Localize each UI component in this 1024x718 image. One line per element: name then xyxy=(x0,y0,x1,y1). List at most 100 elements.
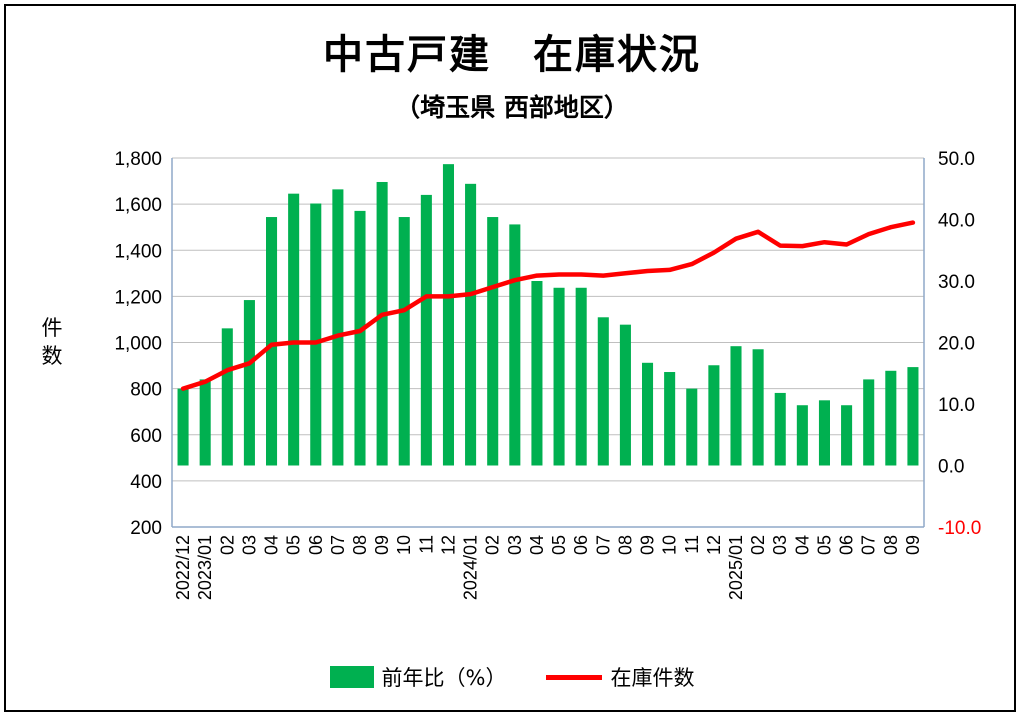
x-tick-label: 08 xyxy=(350,535,370,555)
x-tick-label: 08 xyxy=(881,535,901,555)
x-tick-label: 04 xyxy=(792,535,812,555)
left-tick-label: 1,200 xyxy=(114,287,162,308)
bar xyxy=(752,349,764,466)
bar xyxy=(310,203,322,466)
x-tick-label: 07 xyxy=(328,535,348,555)
stock-line xyxy=(180,220,916,391)
left-tick-label: 800 xyxy=(130,380,162,401)
bar xyxy=(221,328,233,466)
bar xyxy=(531,281,543,466)
bar xyxy=(708,365,720,466)
left-tick-label: 400 xyxy=(130,472,162,493)
bar xyxy=(398,217,410,466)
y-label-char: 件 xyxy=(42,316,63,340)
x-tick-label: 09 xyxy=(372,535,392,555)
bar xyxy=(465,183,477,466)
bar xyxy=(199,379,211,466)
bar xyxy=(442,164,454,466)
legend-label-stock: 在庫件数 xyxy=(610,666,695,690)
x-tick-label: 06 xyxy=(571,535,591,555)
bar xyxy=(420,194,432,466)
legend: 前年比（%） 在庫件数 xyxy=(0,660,1024,694)
x-tick-label: 11 xyxy=(416,535,436,554)
x-tick-label: 06 xyxy=(306,535,326,555)
bar xyxy=(796,405,808,466)
right-tick-label: 50.0 xyxy=(938,149,975,170)
x-tick-label: 2022/12 xyxy=(173,535,193,600)
legend-item-stock: 在庫件数 xyxy=(546,662,694,692)
x-tick-label: 2023/01 xyxy=(195,535,215,600)
x-tick-label: 04 xyxy=(262,535,282,555)
bar xyxy=(686,388,698,466)
right-axis-ticks: -10.0 0.0 10.0 20.0 30.0 40.0 50.0 xyxy=(938,149,981,539)
x-tick-label: 03 xyxy=(239,535,259,555)
left-axis-ticks: 200 400 600 800 1,000 1,200 1,400 1,600 1,800 xyxy=(114,149,162,539)
left-tick-label: 1,000 xyxy=(114,334,162,355)
x-tick-label: 09 xyxy=(638,535,658,555)
bar xyxy=(907,367,919,466)
x-tick-label: 07 xyxy=(593,535,613,555)
left-tick-label: 1,400 xyxy=(114,241,162,262)
bar xyxy=(619,324,631,466)
x-tick-label: 08 xyxy=(615,535,635,555)
y-label-char: 数 xyxy=(42,344,63,368)
x-tick-label: 2025/01 xyxy=(726,535,746,600)
bar xyxy=(730,346,742,466)
y-axis-label: 件数 xyxy=(42,316,63,368)
x-tick-label: 12 xyxy=(438,535,458,555)
bar-series xyxy=(177,164,919,466)
bar xyxy=(509,224,521,466)
left-tick-label: 1,800 xyxy=(114,149,162,170)
x-tick-label: 05 xyxy=(814,535,834,555)
bar xyxy=(376,181,388,466)
x-tick-label: 05 xyxy=(284,535,304,555)
left-tick-label: 600 xyxy=(130,426,162,447)
bar xyxy=(597,317,609,466)
left-tick-label: 200 xyxy=(130,518,162,539)
x-tick-label: 10 xyxy=(660,535,680,555)
legend-bar-swatch xyxy=(329,666,374,688)
bar xyxy=(818,400,830,466)
bar xyxy=(177,388,189,466)
x-tick-label: 03 xyxy=(770,535,790,555)
bar xyxy=(354,210,366,466)
x-tick-label: 02 xyxy=(483,535,503,555)
x-tick-label: 07 xyxy=(859,535,879,555)
chart-title: 中古戸建 在庫状況 xyxy=(323,32,701,78)
right-tick-label: 0.0 xyxy=(938,457,964,478)
x-tick-label: 09 xyxy=(903,535,923,555)
x-tick-label: 02 xyxy=(217,535,237,555)
bar xyxy=(863,379,875,466)
x-tick-label: 03 xyxy=(505,535,525,555)
x-tick-label: 12 xyxy=(704,535,724,555)
right-tick-label: 20.0 xyxy=(938,334,975,355)
bar xyxy=(774,392,786,466)
bar xyxy=(243,300,255,466)
left-tick-label: 1,600 xyxy=(114,195,162,216)
bar xyxy=(664,372,676,466)
legend-label-yoy: 前年比（%） xyxy=(381,666,507,690)
bar xyxy=(642,362,654,466)
x-tick-label: 10 xyxy=(394,535,414,555)
x-tick-label: 05 xyxy=(549,535,569,555)
bar xyxy=(332,189,344,466)
x-tick-label: 02 xyxy=(748,535,768,555)
right-tick-label: 40.0 xyxy=(938,211,975,232)
bar xyxy=(841,405,853,466)
legend-line-swatch xyxy=(546,674,603,680)
right-tick-label: -10.0 xyxy=(938,518,981,539)
chart-subtitle: （埼玉県 西部地区） xyxy=(395,93,629,122)
bar xyxy=(288,193,300,466)
right-tick-label: 30.0 xyxy=(938,272,975,293)
bar xyxy=(885,370,897,466)
legend-item-yoy: 前年比（%） xyxy=(329,662,507,692)
x-axis-ticks: 2022/12 2023/01 02 03 04 05 06 07 08 09 10 11 12 2024… xyxy=(173,535,923,600)
x-tick-label: 11 xyxy=(682,535,702,554)
x-tick-label: 2024/01 xyxy=(461,535,481,600)
bar xyxy=(487,217,499,466)
bar xyxy=(266,217,278,466)
x-tick-label: 06 xyxy=(837,535,857,555)
bar xyxy=(553,287,565,466)
x-tick-label: 04 xyxy=(527,535,547,555)
